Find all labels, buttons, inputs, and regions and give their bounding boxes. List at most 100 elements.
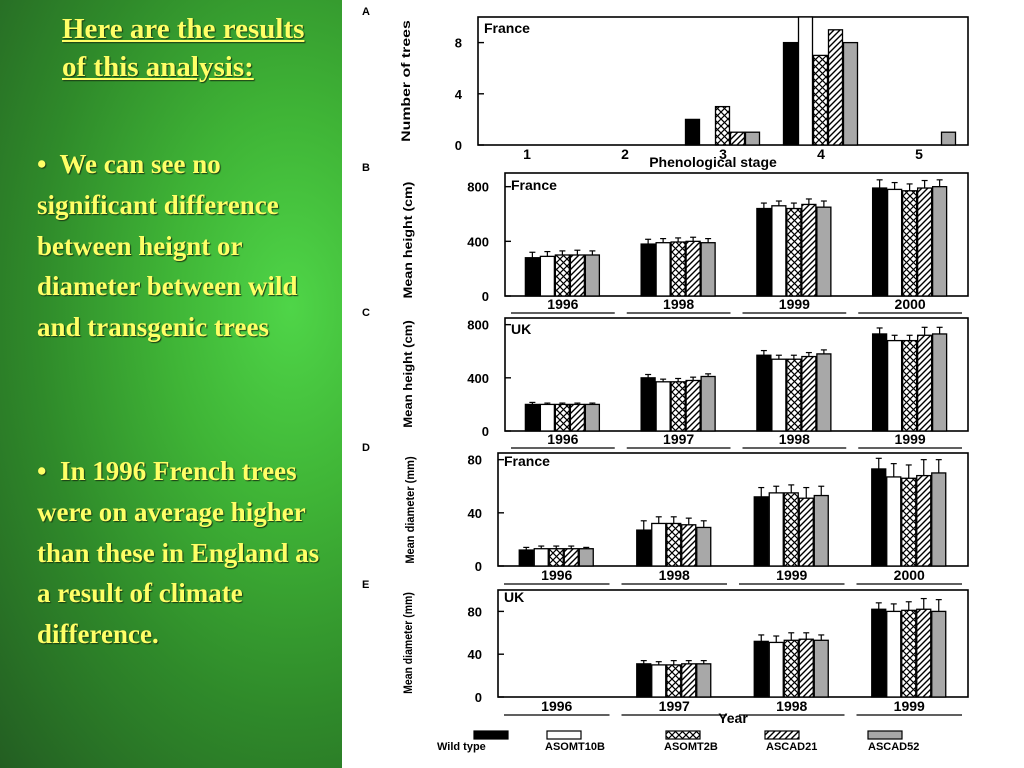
bar: [886, 339, 903, 432]
bar: [640, 243, 656, 297]
bar: [753, 640, 769, 698]
bar: [786, 207, 802, 297]
y-tick-label: 400: [467, 371, 489, 386]
bar: [548, 548, 564, 567]
bar: [813, 494, 829, 567]
bar: [640, 377, 656, 432]
bar: [651, 664, 667, 698]
legend-label: ASOMT10B: [545, 741, 605, 753]
panel-letter: B: [362, 162, 370, 174]
bar: [533, 548, 549, 567]
bar: [783, 639, 799, 698]
bar: [901, 477, 917, 567]
chart-panel-b: B France 0 400 800 Mean height (cm) 1996 1998 19…: [362, 162, 969, 314]
bar: [931, 472, 947, 567]
bar: [524, 403, 541, 432]
legend-swatch: [764, 730, 800, 740]
bar: [539, 403, 556, 432]
y-axis-label: Mean diameter (mm): [403, 456, 417, 563]
x-tick-label: 1998: [779, 431, 810, 447]
bar: [584, 254, 601, 297]
x-tick-label: 1996: [541, 567, 572, 583]
bar: [786, 358, 802, 432]
plot-frame: [504, 172, 969, 297]
bar: [798, 638, 814, 698]
bar: [744, 131, 761, 146]
bar: [931, 333, 948, 432]
bar: [916, 474, 932, 567]
bar: [871, 468, 887, 567]
region-label: France: [511, 177, 557, 193]
bar: [768, 641, 784, 698]
bar: [886, 476, 902, 567]
x-tick-label: 1999: [779, 296, 810, 312]
y-tick-label: 800: [467, 318, 489, 333]
bar: [539, 255, 556, 297]
bar: [901, 609, 917, 698]
legend-label: Wild type: [437, 741, 486, 753]
x-tick-label: 5: [915, 146, 923, 162]
bar: [871, 333, 888, 432]
legend-swatch: [473, 730, 509, 740]
bar: [696, 526, 712, 567]
y-axis-label: Mean height (cm): [401, 182, 415, 299]
bar: [871, 608, 887, 698]
x-tick-label: 2: [621, 146, 629, 162]
bar: [578, 548, 594, 567]
bar: [518, 549, 534, 567]
bar: [886, 188, 903, 297]
bar: [666, 522, 682, 567]
x-tick-label: 1999: [776, 567, 807, 583]
bar: [584, 403, 601, 432]
legend-swatch: [867, 730, 903, 740]
bar: [700, 375, 716, 432]
x-tick-label: 1996: [547, 431, 578, 447]
bullet-point-1: • We can see no significant difference b…: [37, 149, 298, 343]
bar: [696, 663, 712, 698]
y-tick-label: 80: [468, 604, 482, 619]
x-axis-label: Phenological stage: [649, 154, 777, 170]
y-tick-label: 0: [455, 138, 462, 153]
bar: [651, 522, 667, 567]
x-tick-label: 1997: [663, 431, 694, 447]
panel-letter: E: [362, 579, 369, 591]
y-tick-label: 0: [482, 289, 489, 304]
bar: [931, 186, 948, 297]
bar: [666, 664, 682, 698]
text-panel: Here are the results of this analysis: •…: [0, 0, 342, 768]
y-tick-label: 4: [455, 87, 463, 102]
slide-title: Here are the results of this analysis:: [62, 13, 305, 83]
bar: [771, 358, 787, 432]
y-tick-label: 0: [475, 559, 482, 574]
x-tick-label: 1998: [663, 296, 694, 312]
bar: [813, 639, 829, 698]
x-tick-label: 1996: [547, 296, 578, 312]
plot-frame: [497, 452, 969, 567]
x-tick-label: 1996: [541, 698, 572, 714]
x-tick-label: 4: [817, 146, 825, 162]
bar: [782, 41, 799, 146]
x-tick-label: 1998: [776, 698, 807, 714]
panel-letter: C: [362, 307, 370, 319]
y-axis-label: Mean height (cm): [401, 320, 415, 427]
y-tick-label: 0: [482, 424, 489, 439]
bar: [569, 254, 586, 297]
x-tick-label: 1999: [894, 698, 925, 714]
bar: [798, 497, 814, 567]
legend-label: ASCAD52: [868, 741, 919, 753]
legend-label: ASOMT2B: [664, 741, 718, 753]
shared-x-axis-label: Year: [718, 710, 748, 726]
panel-letter: A: [362, 6, 370, 18]
bar: [681, 524, 697, 567]
bar: [871, 187, 888, 297]
bar: [916, 334, 933, 432]
bar: [753, 496, 769, 567]
bullet-text-2: In 1996 French trees were on average hig…: [37, 456, 320, 650]
bar: [729, 131, 746, 146]
bar: [756, 207, 772, 297]
bar: [816, 206, 832, 297]
bar: [901, 190, 918, 297]
legend-item: ASCAD52: [867, 730, 919, 753]
x-tick-label: 1999: [895, 431, 926, 447]
y-tick-label: 40: [468, 647, 482, 662]
